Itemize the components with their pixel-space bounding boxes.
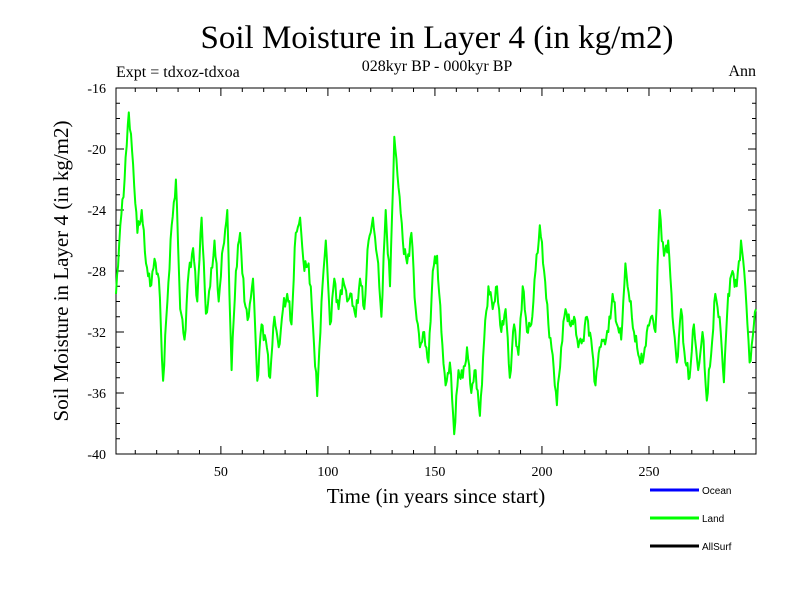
x-axis-label: Time (in years since start) — [327, 484, 546, 508]
legend: Ocean Land AllSurf — [650, 486, 732, 553]
chart-title: Soil Moisture in Layer 4 (in kg/m2) — [201, 20, 674, 56]
legend-label-land: Land — [702, 514, 724, 525]
y-tick-label: -24 — [87, 204, 106, 219]
x-tick-label: 150 — [424, 465, 445, 480]
x-tick-labels: 50 100 150 200 250 — [214, 465, 660, 480]
y-tick-label: -40 — [87, 448, 106, 463]
x-tick-label: 100 — [317, 465, 338, 480]
y-tick-label: -20 — [87, 143, 106, 158]
y-axis-label: Soil Moisture in Layer 4 (in kg/m2) — [49, 121, 73, 422]
axis-ticks — [116, 87, 757, 455]
y-tick-label: -16 — [87, 82, 106, 97]
legend-label-allsurf: AllSurf — [702, 542, 732, 553]
y-tick-labels: -16 -20 -24 -28 -32 -36 -40 — [87, 82, 106, 463]
land-series-line — [115, 111, 757, 436]
y-tick-label: -36 — [87, 387, 106, 402]
season-label: Ann — [728, 63, 756, 80]
y-tick-label: -28 — [87, 265, 106, 280]
experiment-label: Expt = tdxoz-tdxoa — [116, 64, 240, 81]
chart-subtitle: 028kyr BP - 000kyr BP — [362, 58, 513, 75]
plot-area — [115, 111, 757, 436]
x-tick-label: 50 — [214, 465, 228, 480]
y-tick-label: -32 — [87, 326, 106, 341]
x-tick-label: 200 — [531, 465, 552, 480]
legend-label-ocean: Ocean — [702, 486, 731, 497]
x-tick-label: 250 — [638, 465, 659, 480]
